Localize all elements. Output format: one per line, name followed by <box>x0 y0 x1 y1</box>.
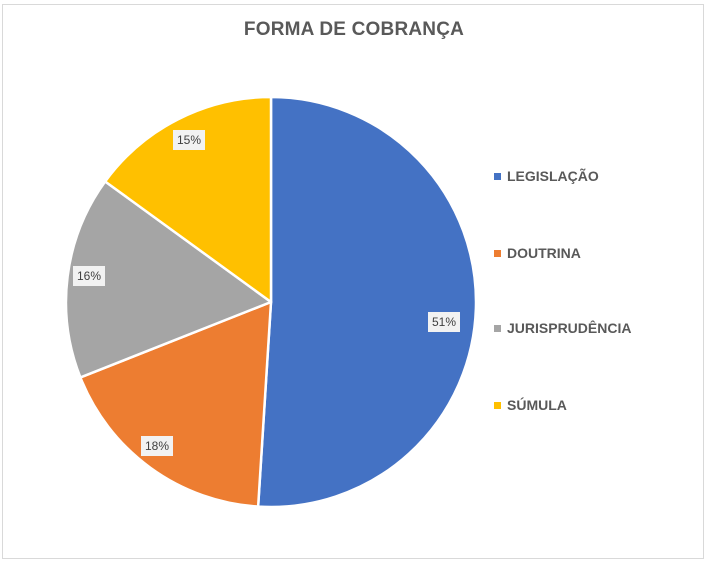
legend-item-jurisprudencia[interactable]: JURISPRUDÊNCIA <box>494 320 631 336</box>
slice-sumula[interactable] <box>103 95 273 304</box>
data-label-jurisprudencia: 16% <box>73 266 106 286</box>
legend-item-legislacao[interactable]: LEGISLAÇÃO <box>494 168 599 184</box>
slice-doutrina[interactable] <box>79 300 273 508</box>
legend-swatch-icon <box>494 172 501 180</box>
legend-label: LEGISLAÇÃO <box>507 168 599 184</box>
chart-title: FORMA DE COBRANÇA <box>243 19 465 40</box>
data-label-sumula: 15% <box>173 130 206 150</box>
legend-swatch-icon <box>494 401 501 409</box>
data-label-doutrina: 18% <box>141 436 174 456</box>
legend-label: SÚMULA <box>507 397 567 413</box>
slice-legislacao[interactable] <box>256 95 478 509</box>
legend-label: JURISPRUDÊNCIA <box>507 320 632 336</box>
legend-label: DOUTRINA <box>507 245 581 261</box>
legend-swatch-icon <box>494 249 501 257</box>
data-label-legislacao: 51% <box>428 312 461 332</box>
legend-swatch-icon <box>494 324 501 332</box>
slice-jurisprudencia[interactable] <box>64 180 273 379</box>
legend-item-doutrina[interactable]: DOUTRINA <box>494 245 581 261</box>
legend-item-sumula[interactable]: SÚMULA <box>494 397 567 413</box>
